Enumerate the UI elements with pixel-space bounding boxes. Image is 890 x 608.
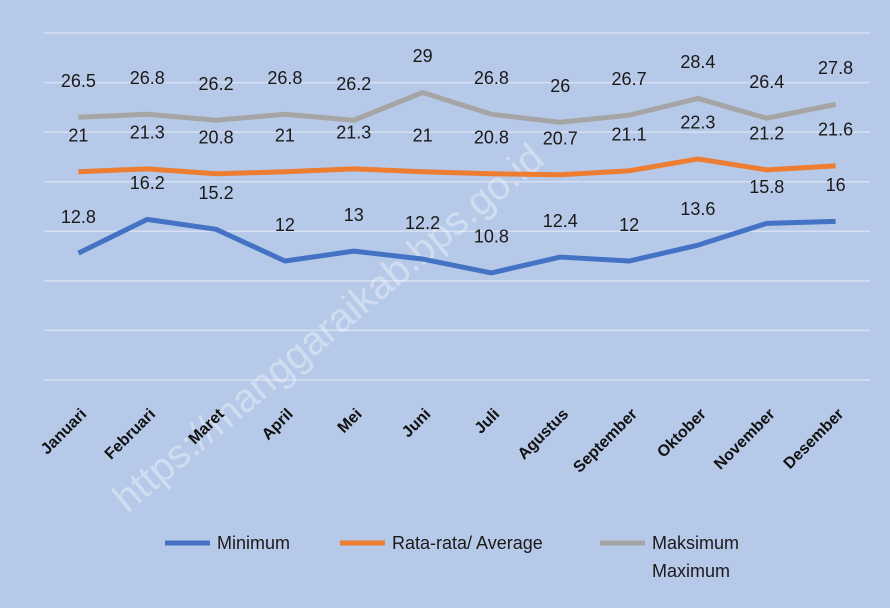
watermark: https://manggaraikab.bps.go.id [105, 135, 552, 520]
data-label: 16.2 [130, 173, 165, 193]
x-tick-label: Juni [399, 406, 434, 441]
data-label: 13 [344, 205, 364, 225]
x-tick-label: Juli [472, 406, 504, 438]
legend-label: Rata-rata/ Average [392, 533, 543, 553]
series-line [78, 156, 836, 178]
data-label: 26.5 [61, 71, 96, 91]
data-label: 12.8 [61, 207, 96, 227]
data-label: 21.2 [749, 124, 784, 144]
data-label: 13.6 [680, 199, 715, 219]
x-tick-label: Mei [335, 406, 366, 437]
data-label: 26 [550, 76, 570, 96]
legend-label: Minimum [217, 533, 291, 553]
data-label: 22.3 [680, 113, 715, 133]
series-line [78, 89, 837, 125]
x-tick-label: Oktober [654, 406, 709, 461]
data-label: 27.8 [818, 58, 853, 78]
data-label: 21 [275, 126, 295, 146]
data-label: 20.7 [543, 129, 578, 149]
x-tick-label: Januari [38, 406, 90, 458]
x-tick-label: November [711, 406, 778, 473]
data-label: 10.8 [474, 227, 509, 247]
data-label: 21 [68, 126, 88, 146]
x-tick-label: September [570, 406, 641, 477]
data-label: 26.4 [749, 72, 784, 92]
legend-label: Maksimum Maximum [652, 533, 740, 581]
data-label: 28.4 [680, 52, 715, 72]
x-tick-label: Agustus [515, 406, 572, 463]
data-label: 26.2 [336, 74, 371, 94]
data-label: 20.8 [474, 128, 509, 148]
x-tick-label: April [259, 406, 297, 444]
x-tick-label: Desember [781, 406, 848, 473]
data-label: 16 [826, 175, 846, 195]
data-label: 26.8 [130, 68, 165, 88]
data-label: 20.8 [199, 128, 234, 148]
data-label: 15.8 [749, 177, 784, 197]
data-label: 12 [619, 215, 639, 235]
data-label: 29 [413, 46, 433, 66]
data-label: 21.1 [612, 125, 647, 145]
data-label: 26.8 [474, 68, 509, 88]
data-label: 26.7 [612, 69, 647, 89]
data-label: 26.8 [267, 68, 302, 88]
data-label: 26.2 [199, 74, 234, 94]
data-label: 12.2 [405, 213, 440, 233]
data-label: 21.6 [818, 120, 853, 140]
series-line [77, 216, 836, 276]
data-label: 21 [413, 126, 433, 146]
data-label: 15.2 [199, 183, 234, 203]
data-label: 12 [275, 215, 295, 235]
data-label: 12.4 [543, 211, 578, 231]
data-label: 21.3 [336, 123, 371, 143]
data-label: 21.3 [130, 123, 165, 143]
